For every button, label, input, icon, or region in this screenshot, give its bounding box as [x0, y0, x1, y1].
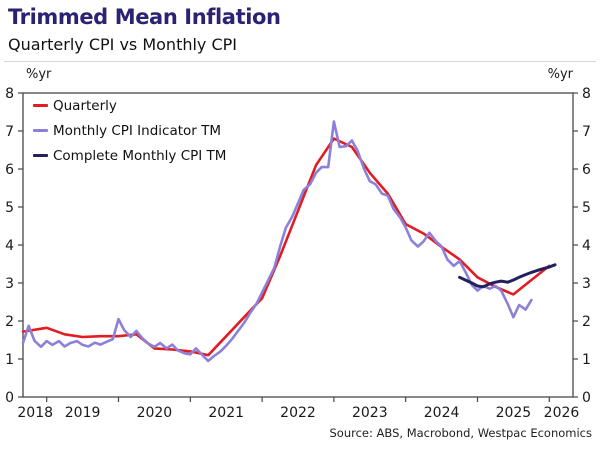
y-axis-label-right: 6 [582, 162, 591, 178]
y-axis-label-right: 7 [582, 124, 591, 140]
x-axis-label: 2019 [65, 405, 101, 421]
legend-label: Monthly CPI Indicator TM [53, 122, 222, 139]
y-axis-label-left: 1 [5, 352, 14, 368]
source-note: Source: ABS, Macrobond, Westpac Economic… [329, 426, 593, 440]
legend-item: Monthly CPI Indicator TM [33, 118, 226, 143]
y-axis-label-right: 3 [582, 276, 591, 292]
x-axis-label: 2026 [544, 405, 580, 421]
legend-swatch [33, 129, 48, 132]
x-axis-label: 2020 [137, 405, 173, 421]
y-axis-unit-left: %yr [26, 67, 52, 82]
y-axis-label-left: 5 [5, 200, 14, 216]
x-axis-label: 2024 [424, 405, 460, 421]
header-divider [4, 61, 596, 62]
page-title: Trimmed Mean Inflation [8, 5, 281, 29]
y-axis-label-right: 8 [582, 86, 591, 102]
x-axis-label: 2021 [208, 405, 244, 421]
y-axis-label-left: 2 [5, 314, 14, 330]
y-axis-label-left: 3 [5, 276, 14, 292]
legend-label: Quarterly [53, 97, 117, 114]
series-line-1 [21, 120, 533, 363]
y-axis-label-left: 6 [5, 162, 14, 178]
y-axis-label-left: 8 [5, 86, 14, 102]
legend-swatch [33, 104, 48, 107]
x-axis-label: 2022 [280, 405, 316, 421]
legend: Quarterly Monthly CPI Indicator TM Complet… [33, 93, 226, 168]
y-axis-label-right: 1 [582, 352, 591, 368]
y-axis-label-left: 4 [5, 238, 14, 254]
y-axis-label-left: 0 [5, 390, 14, 406]
y-axis-unit-right: %yr [547, 67, 573, 82]
y-axis-label-right: 4 [582, 238, 591, 254]
x-axis-label: 2018 [17, 405, 53, 421]
y-axis-label-right: 2 [582, 314, 591, 330]
legend-item: Quarterly [33, 93, 226, 118]
series-line-0 [21, 137, 551, 357]
page-subtitle: Quarterly CPI vs Monthly CPI [8, 35, 238, 54]
y-axis-label-right: 5 [582, 200, 591, 216]
y-axis-label-right: 0 [582, 390, 591, 406]
legend-item: Complete Monthly CPI TM [33, 143, 226, 168]
series-line-2 [458, 263, 557, 289]
x-axis-label: 2025 [496, 405, 532, 421]
y-axis-label-left: 7 [5, 124, 14, 140]
legend-label: Complete Monthly CPI TM [53, 147, 227, 164]
x-axis-label: 2023 [352, 405, 388, 421]
legend-swatch [33, 154, 48, 157]
